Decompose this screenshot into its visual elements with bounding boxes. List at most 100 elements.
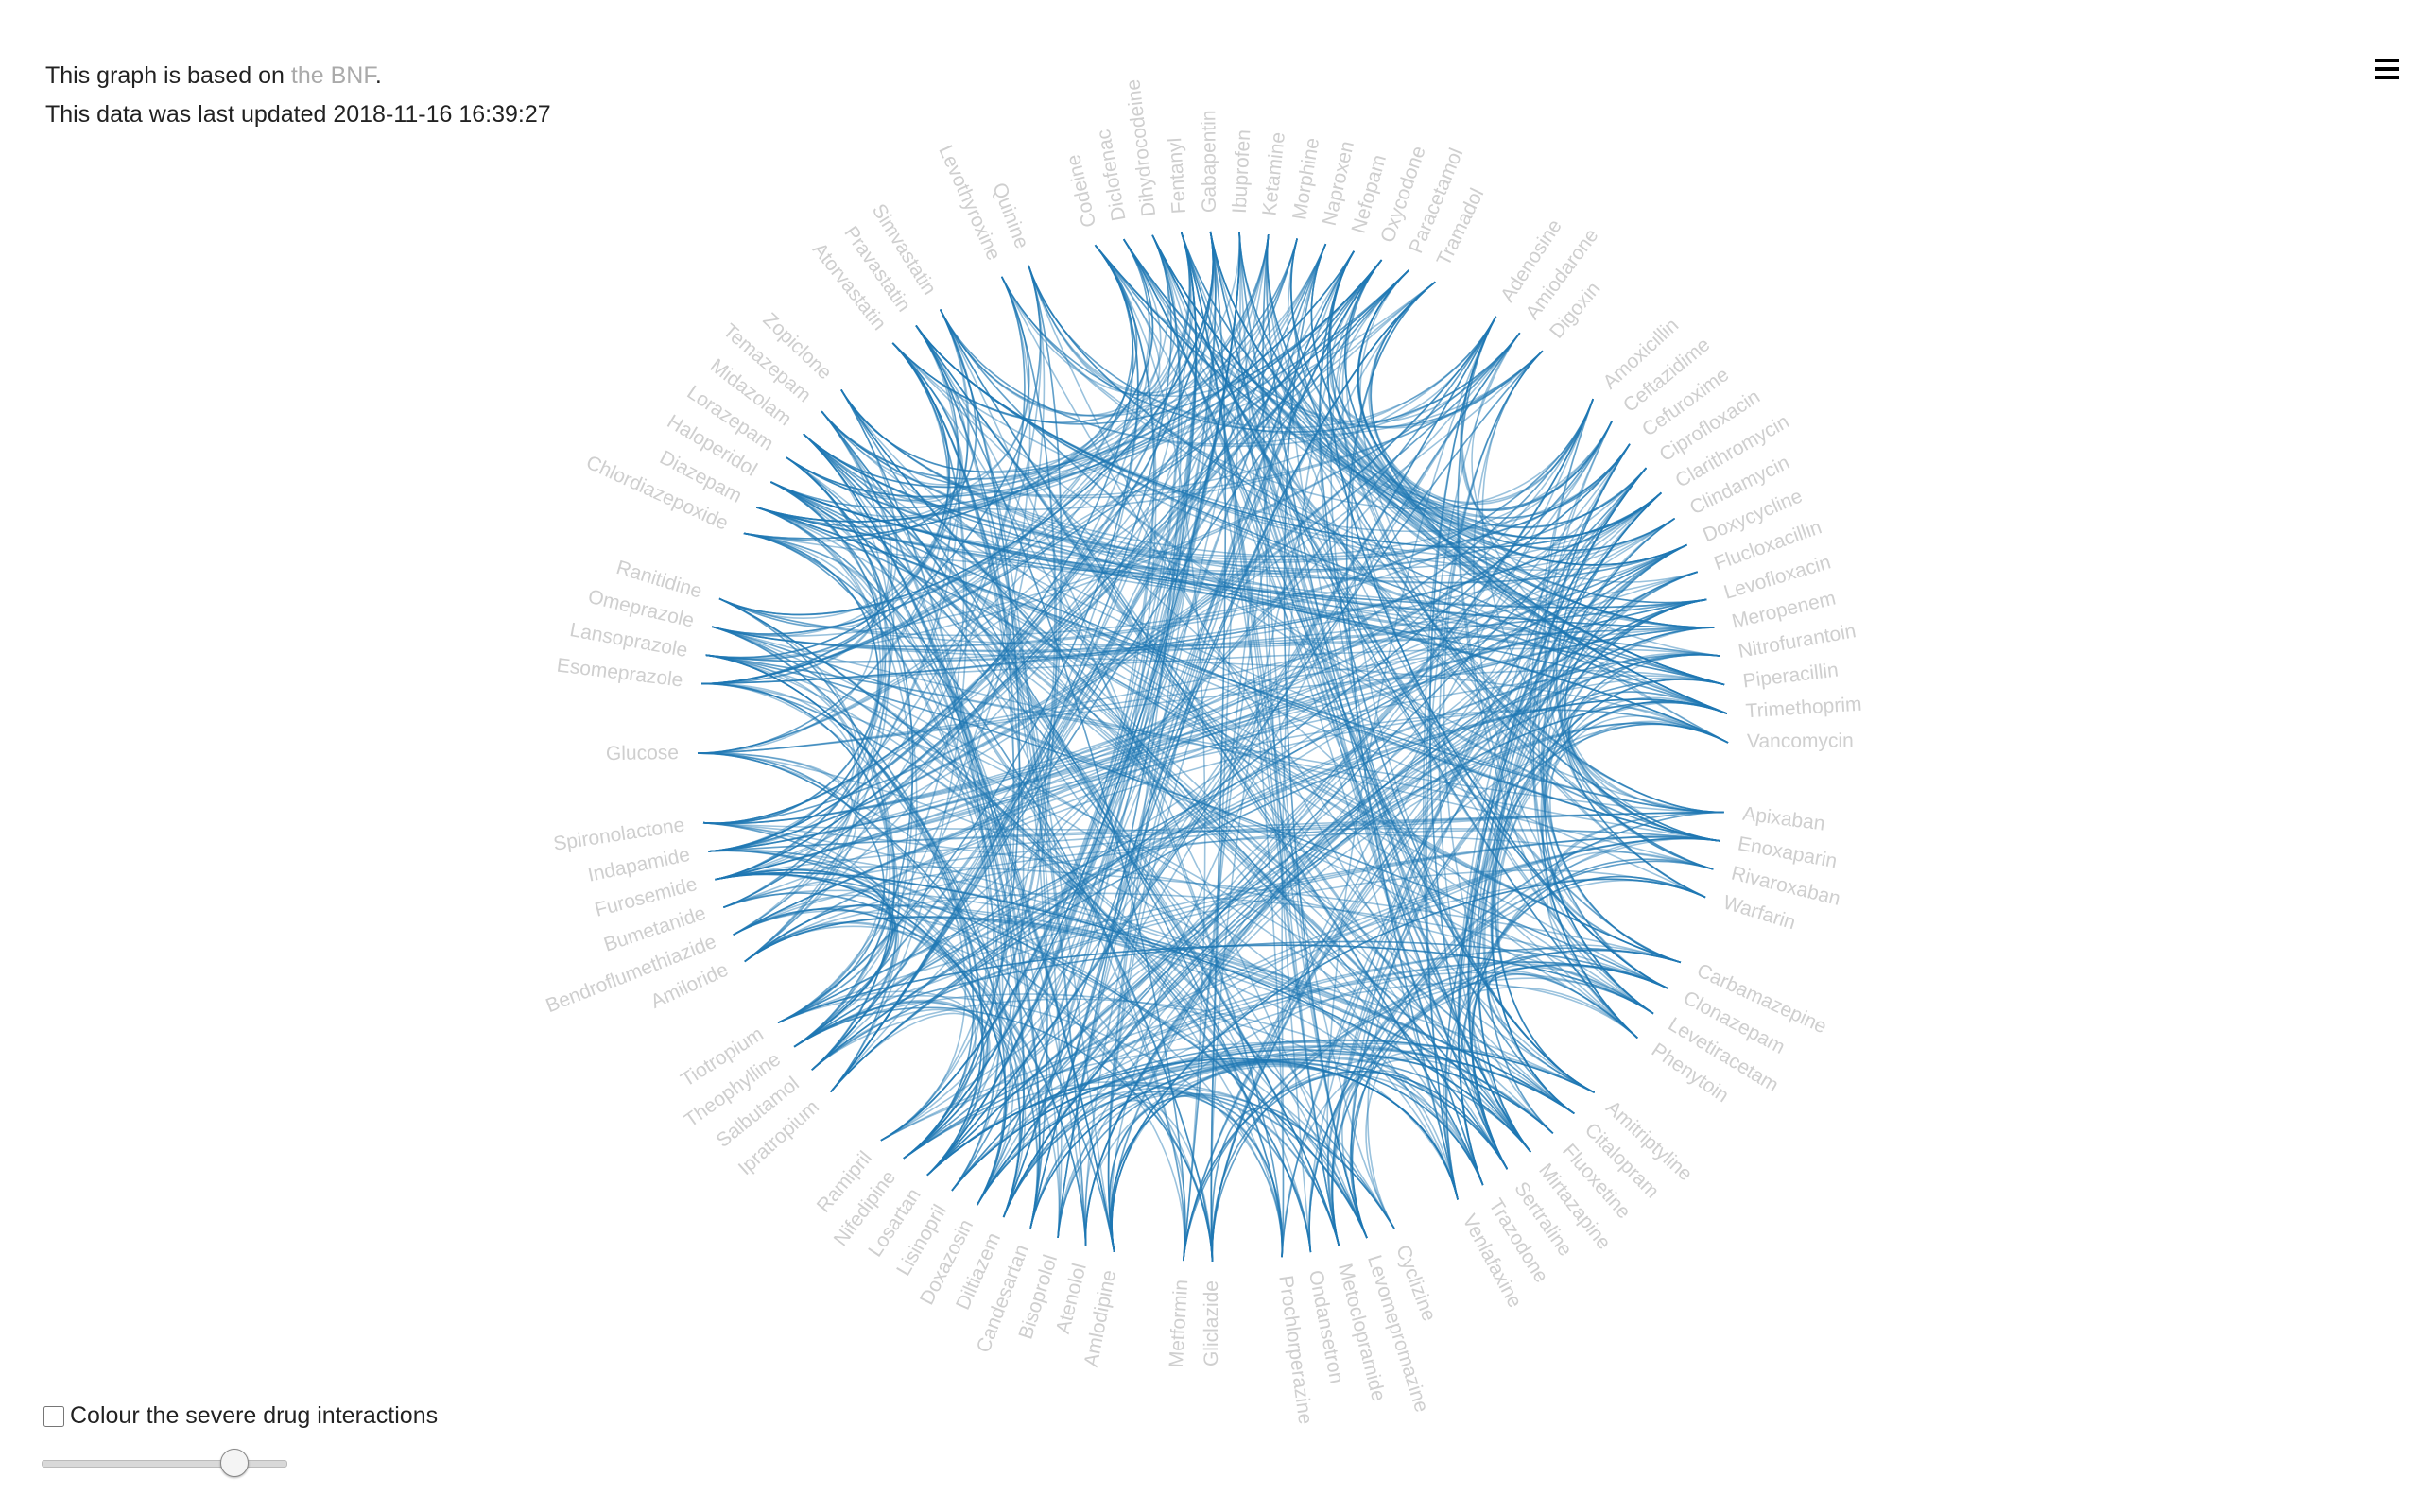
interaction-edge bbox=[744, 627, 1715, 963]
interaction-edge bbox=[718, 231, 1214, 616]
interaction-edge bbox=[1183, 949, 1682, 1262]
interaction-edge bbox=[708, 811, 1724, 852]
interaction-edge bbox=[705, 389, 898, 660]
interaction-edge bbox=[777, 276, 1031, 1024]
interaction-edge bbox=[777, 244, 1139, 1024]
drug-label[interactable]: Glucose bbox=[606, 742, 679, 765]
interaction-edge bbox=[1490, 543, 1687, 1115]
interaction-edge bbox=[1351, 701, 1728, 1239]
severe-checkbox[interactable] bbox=[43, 1405, 64, 1427]
interaction-edge bbox=[1287, 238, 1531, 1153]
interaction-edge bbox=[711, 325, 959, 637]
interaction-edge bbox=[715, 871, 1531, 1153]
interaction-edge bbox=[777, 543, 1687, 1024]
interaction-edge bbox=[702, 332, 1521, 824]
drug-label[interactable]: Dihydrocodeine bbox=[1122, 78, 1160, 218]
interaction-edge bbox=[702, 821, 1039, 1228]
drug-label[interactable]: Apixaban bbox=[1741, 803, 1826, 835]
drug-label[interactable]: Fentanyl bbox=[1164, 137, 1190, 215]
drug-label[interactable]: Diclofenac bbox=[1093, 128, 1131, 223]
interaction-edge bbox=[1110, 1042, 1595, 1253]
interaction-edge bbox=[1544, 398, 1706, 899]
interaction-edge bbox=[1002, 598, 1707, 1218]
drug-label[interactable]: Morphine bbox=[1288, 136, 1323, 221]
interaction-edge bbox=[708, 332, 1521, 852]
interaction-edge bbox=[840, 389, 1509, 1170]
interaction-edge bbox=[723, 884, 894, 1048]
interaction-edge bbox=[926, 332, 1521, 1177]
interaction-edge bbox=[1429, 316, 1509, 1170]
drug-label[interactable]: Warfarin bbox=[1720, 891, 1798, 934]
interaction-edge bbox=[891, 342, 1638, 1039]
drug-label[interactable]: Gabapentin bbox=[1198, 110, 1220, 213]
interaction-edge bbox=[786, 276, 1030, 502]
bundle-slider[interactable] bbox=[42, 1448, 287, 1477]
interaction-edge bbox=[770, 481, 918, 1093]
interaction-edge bbox=[715, 871, 1531, 1153]
drug-label[interactable]: Ibuprofen bbox=[1229, 129, 1255, 215]
interaction-edge bbox=[1457, 467, 1648, 1186]
interaction-edge bbox=[891, 342, 1015, 1160]
interaction-edge bbox=[1238, 232, 1728, 714]
drug-label[interactable]: Metformin bbox=[1166, 1279, 1192, 1368]
drug-label[interactable]: Trimethoprim bbox=[1745, 694, 1862, 723]
interaction-edge bbox=[1002, 598, 1707, 1218]
drug-label[interactable]: Codeine bbox=[1063, 152, 1100, 229]
interaction-edge bbox=[744, 903, 896, 1048]
interaction-edge bbox=[915, 325, 1676, 558]
interaction-edge bbox=[793, 940, 1668, 1048]
edge-layer bbox=[697, 231, 1729, 1263]
interaction-edge bbox=[770, 481, 1531, 1153]
interaction-edge bbox=[705, 325, 959, 659]
interaction-edge bbox=[701, 682, 895, 1071]
interaction-edge bbox=[939, 309, 1531, 1153]
interaction-edge bbox=[1559, 517, 1706, 899]
interaction-edge bbox=[1349, 949, 1682, 1239]
interaction-edge bbox=[715, 259, 1383, 881]
drug-label[interactable]: Vancomycin bbox=[1747, 730, 1854, 752]
interaction-edge bbox=[821, 410, 1687, 584]
severe-toggle[interactable]: Colour the severe drug interactions bbox=[42, 1402, 438, 1430]
interaction-edge bbox=[1564, 571, 1720, 842]
interaction-edge bbox=[715, 259, 1383, 881]
interaction-edge bbox=[1367, 543, 1687, 1229]
interaction-edge bbox=[711, 626, 983, 1177]
interaction-edge bbox=[1029, 281, 1436, 1228]
interaction-edge bbox=[1467, 443, 1631, 1170]
interaction-edge bbox=[1457, 316, 1638, 1039]
interaction-edge bbox=[1318, 250, 1531, 1153]
drug-label[interactable]: Gliclazide bbox=[1201, 1280, 1222, 1366]
interaction-edge bbox=[1002, 982, 1638, 1218]
interaction-edge bbox=[1028, 265, 1531, 1153]
interaction-edge bbox=[1111, 961, 1668, 1253]
interaction-edge bbox=[1209, 231, 1662, 539]
interaction-edge bbox=[1341, 1072, 1459, 1239]
interaction-edge bbox=[880, 265, 1062, 1142]
bnf-link[interactable]: the BNF bbox=[290, 62, 375, 89]
interaction-edge bbox=[711, 234, 1169, 635]
interaction-edge bbox=[1209, 231, 1595, 1093]
interaction-edge bbox=[803, 433, 1654, 1015]
drug-label[interactable]: Esomeprazole bbox=[556, 654, 684, 691]
interaction-edge bbox=[926, 231, 1217, 1177]
interaction-edge bbox=[1084, 259, 1383, 1246]
interaction-edge bbox=[1308, 860, 1714, 1253]
interaction-edge bbox=[803, 433, 1395, 1229]
interaction-edge bbox=[1331, 571, 1698, 1246]
drug-label[interactable]: Atenolol bbox=[1052, 1262, 1091, 1336]
interaction-edge bbox=[1151, 234, 1595, 1093]
interaction-edge bbox=[803, 433, 1554, 1134]
drug-label[interactable]: Piperacillin bbox=[1741, 660, 1840, 693]
interaction-edge bbox=[1002, 1090, 1340, 1246]
drug-label[interactable]: Ketamine bbox=[1259, 131, 1289, 217]
interaction-edge bbox=[770, 342, 962, 518]
interaction-edge bbox=[1057, 1059, 1509, 1238]
slider-thumb[interactable] bbox=[220, 1449, 249, 1477]
interaction-edge bbox=[1209, 231, 1594, 504]
interaction-edge bbox=[1561, 543, 1706, 899]
interaction-edge bbox=[1483, 543, 1687, 1134]
interaction-edge bbox=[891, 259, 1383, 425]
interaction-edge bbox=[743, 309, 977, 542]
hamburger-icon[interactable] bbox=[2375, 59, 2399, 81]
